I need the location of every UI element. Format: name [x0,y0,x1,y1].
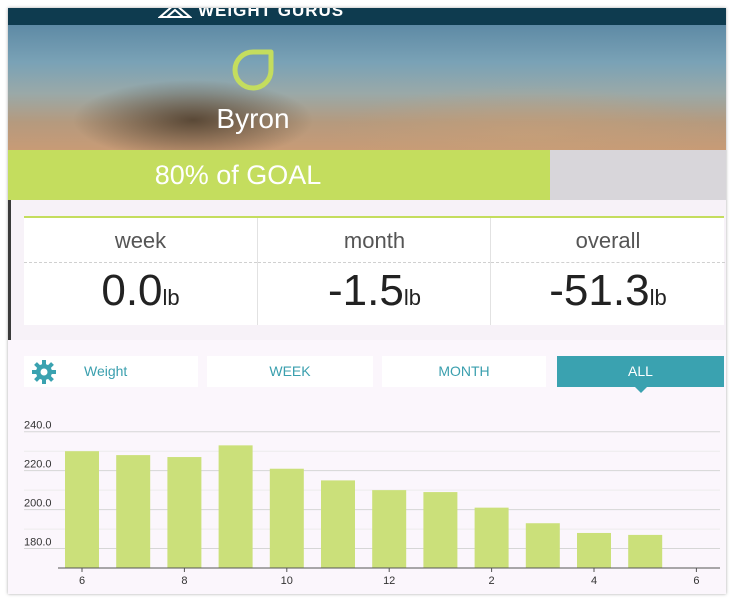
goal-progress-fill [8,150,550,200]
chart-bar [628,534,663,568]
x-tick-label: 12 [383,575,395,587]
weight-chart: 180.0 200.0 220.0 240.0 6 8 10 12 2 4 6 [24,420,720,587]
stat-week-number: 0.0 [101,266,163,315]
x-tick-label: 4 [591,575,597,587]
x-tick-label: 6 [79,575,85,587]
y-tick-label: 180.0 [24,537,52,549]
x-tick-label: 10 [281,575,293,587]
stat-month-number: -1.5 [328,266,404,315]
brand-logo: WEIGHT GURUS [158,8,344,21]
y-tick-label: 240.0 [24,420,52,432]
brand-name: WEIGHT GURUS [198,8,345,20]
tab-month[interactable]: MONTH [382,356,546,387]
chart-bar [116,455,151,568]
stat-week: week 0.0lb [24,218,257,325]
stat-week-value: 0.0lb [24,266,257,316]
chart-bar [525,523,560,568]
stat-month-value: -1.5lb [258,266,491,316]
chart-bar [167,457,202,568]
metric-selector-label: Weight [84,363,128,379]
stat-divider [24,262,257,263]
stat-overall-value: -51.3lb [491,266,725,316]
user-avatar-icon[interactable] [232,49,274,91]
y-tick-label: 220.0 [24,459,52,471]
stats-panel: week 0.0lb month -1.5lb overall -51.3lb [24,216,725,325]
goal-progress-label: 80% of GOAL [154,160,322,190]
panel-edge [8,200,11,350]
stat-overall: overall -51.3lb [490,218,725,325]
chart-bar [218,445,253,568]
stat-month-unit: lb [403,285,421,310]
stat-overall-number: -51.3 [549,266,650,315]
stat-overall-unit: lb [649,285,667,310]
y-tick-label: 200.0 [24,498,52,510]
x-tick-label: 8 [181,575,187,587]
chart-bar [269,468,304,568]
stat-divider [258,262,491,263]
chart-bar [423,492,458,568]
profile-name: Byron [216,103,290,134]
profile-banner: Byron [8,25,726,150]
stat-month-label: month [343,228,406,253]
app-frame: WEIGHT GURUS Byron 80% of GOAL week 0.0l… [8,8,726,594]
stat-divider [491,262,725,263]
gear-icon[interactable] [32,360,56,384]
x-tick-label: 2 [489,575,495,587]
stat-week-label: week [114,228,167,253]
chart-bar [321,480,355,568]
chart-section: Weight WEEK MONTH ALL 180.0 200.0 220.0 240… [8,340,726,594]
stat-overall-label: overall [575,228,641,253]
tab-week[interactable]: WEEK [207,356,373,387]
chart-bar [577,532,611,568]
top-bar: WEIGHT GURUS [8,8,726,25]
stats-section: week 0.0lb month -1.5lb overall -51.3lb [8,200,726,340]
tab-all[interactable]: ALL [557,356,724,387]
x-tick-label: 6 [693,575,699,587]
stat-week-unit: lb [162,285,180,310]
chart-bar [474,507,509,568]
active-tab-caret [635,387,647,393]
goal-progress-bar: 80% of GOAL [8,150,726,200]
brand-mark-icon [158,8,192,18]
chart-bar [372,490,407,568]
stat-month: month -1.5lb [257,218,491,325]
chart-bar [65,451,99,568]
